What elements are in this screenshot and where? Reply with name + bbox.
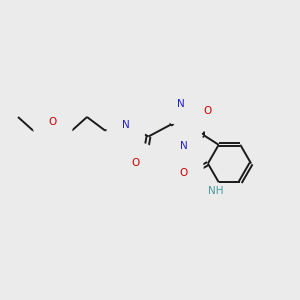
Text: O: O xyxy=(180,167,188,178)
Text: NH: NH xyxy=(208,186,224,196)
Text: N: N xyxy=(178,99,185,109)
Text: N: N xyxy=(122,119,130,130)
Text: N: N xyxy=(180,140,187,151)
Text: O: O xyxy=(49,117,57,127)
Text: H: H xyxy=(122,111,130,121)
Text: O: O xyxy=(131,158,140,169)
Text: O: O xyxy=(203,106,211,116)
